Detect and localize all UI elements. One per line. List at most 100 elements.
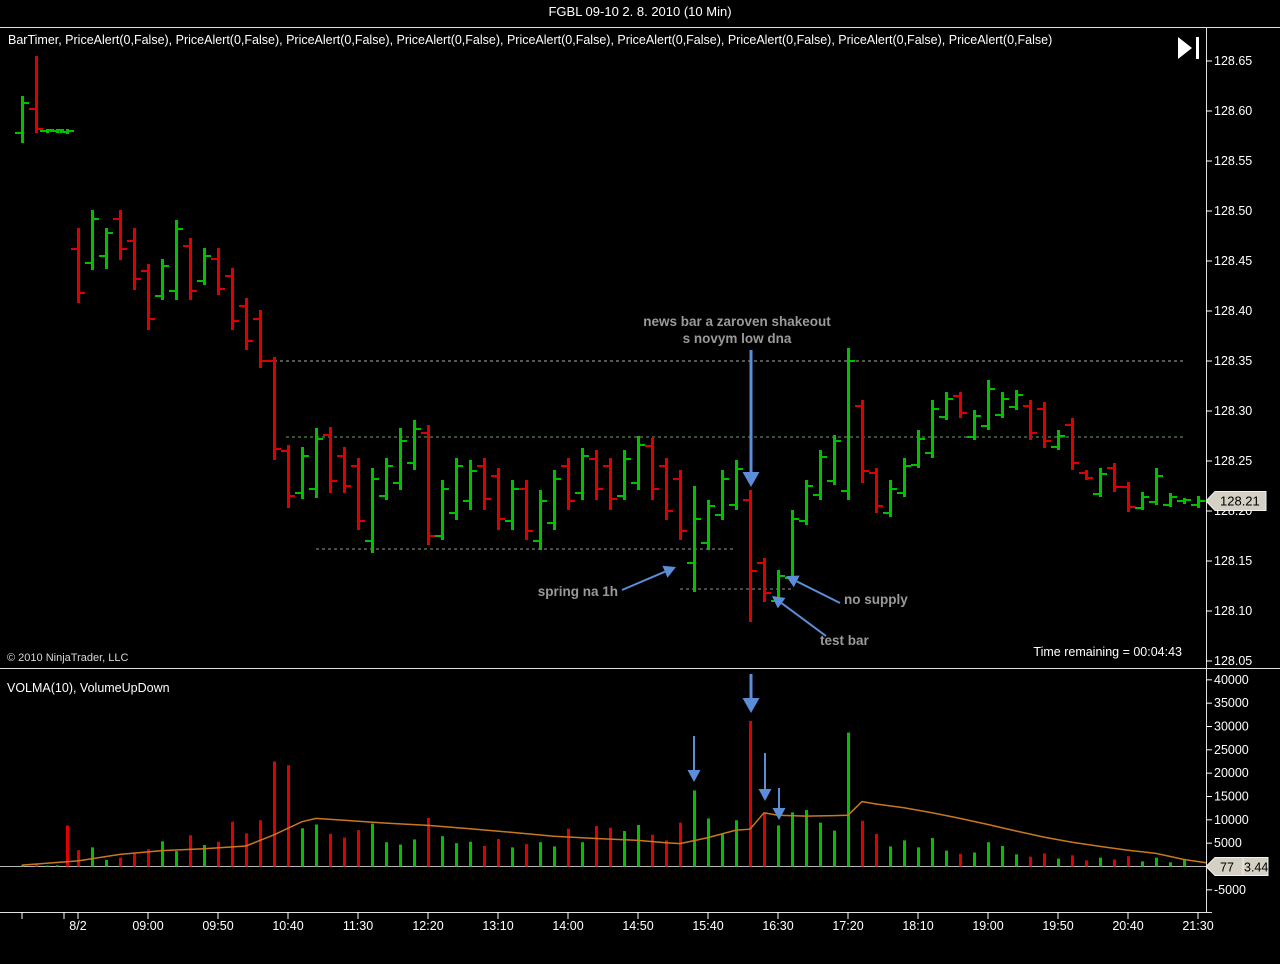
open-tick — [645, 445, 652, 447]
svg-text:11:30: 11:30 — [343, 919, 373, 933]
close-tick — [470, 470, 477, 472]
volume-bar — [735, 820, 738, 867]
close-tick — [134, 278, 141, 280]
close-tick — [610, 498, 617, 500]
ohlc-bar — [749, 490, 752, 622]
volume-bar — [455, 843, 458, 867]
open-tick — [1177, 500, 1184, 502]
volume-bar — [105, 859, 108, 867]
close-tick — [288, 495, 295, 497]
ohlc-bar — [959, 392, 962, 418]
open-tick — [435, 535, 442, 537]
volume-bar — [553, 846, 556, 867]
volume-bar — [315, 824, 318, 867]
svg-text:5000: 5000 — [1214, 836, 1242, 850]
svg-text:16:30: 16:30 — [762, 919, 793, 933]
close-tick — [792, 518, 799, 520]
close-tick — [498, 518, 505, 520]
open-tick — [659, 465, 666, 467]
open-tick — [379, 495, 386, 497]
open-tick — [267, 360, 274, 362]
close-tick — [1184, 499, 1191, 501]
volume-panel-indicator-label: VOLMA(10), VolumeUpDown — [7, 681, 170, 695]
open-tick — [99, 255, 106, 257]
play-to-end-button[interactable] — [1172, 36, 1204, 62]
volume-bar — [1141, 861, 1144, 867]
volume-bar — [637, 824, 640, 867]
open-tick — [169, 290, 176, 292]
ohlc-bar-series — [15, 56, 1205, 622]
volume-axis[interactable]: 40000 35000 30000 25000 20000 15000 10000 5000 -… — [1206, 673, 1249, 897]
volume-bar — [693, 790, 696, 867]
volume-bar — [287, 765, 290, 867]
open-tick — [1135, 507, 1142, 509]
level-lines — [262, 360, 1183, 590]
volume-bar — [427, 817, 430, 867]
ohlc-bar — [665, 458, 668, 520]
volume-bar — [973, 852, 976, 867]
time-axis[interactable]: 8/2 09:00 09:50 10:40 11:30 12:20 13:10 14:00 14… — [21, 912, 1214, 933]
close-tick — [120, 248, 127, 250]
close-tick — [1198, 500, 1205, 502]
volume-bar — [483, 845, 486, 867]
close-tick — [876, 505, 883, 507]
open-tick — [603, 465, 610, 467]
close-tick — [932, 408, 939, 410]
close-tick — [274, 448, 281, 450]
annotation-test-bar: test bar — [820, 633, 869, 648]
svg-text:77: 77 — [1220, 861, 1234, 875]
open-tick — [127, 240, 134, 242]
volume-bar — [1113, 859, 1116, 867]
svg-text:8/2: 8/2 — [69, 919, 86, 933]
close-tick — [358, 520, 365, 522]
volume-bar — [497, 838, 500, 867]
open-tick — [253, 318, 260, 320]
close-tick — [638, 444, 645, 446]
close-tick — [176, 228, 183, 230]
price-axis[interactable]: 128.65 128.60 128.55 128.50 128.45 128.40 128.… — [1206, 54, 1252, 668]
open-tick — [981, 425, 988, 427]
arrow-head-icon — [786, 575, 800, 588]
volume-bar — [203, 845, 206, 867]
annotation-news-line2: s novym low dna — [682, 331, 792, 346]
ohlc-bar — [637, 436, 640, 490]
volume-bar — [1071, 855, 1074, 867]
volume-bar-series — [21, 720, 1186, 867]
ohlc-bar — [931, 400, 934, 458]
volume-bar — [791, 812, 794, 867]
close-tick — [722, 478, 729, 480]
ohlc-bar — [329, 427, 332, 493]
open-tick — [1093, 493, 1100, 495]
open-tick — [1037, 408, 1044, 410]
volume-bar — [581, 842, 584, 867]
ohlc-bar — [315, 428, 318, 498]
svg-text:128.15: 128.15 — [1214, 554, 1252, 568]
volume-bar — [56, 865, 59, 867]
ohlc-bar — [539, 490, 542, 550]
annotation-spring: spring na 1h — [537, 584, 618, 599]
open-tick — [561, 465, 568, 467]
volume-bar — [987, 842, 990, 867]
ohlc-bar — [777, 570, 780, 605]
open-tick — [799, 520, 806, 522]
ohlc-bar — [203, 248, 206, 285]
volume-bar — [1127, 856, 1130, 867]
price-marker: 128.21 — [1205, 491, 1267, 511]
ohlc-bar — [1155, 468, 1158, 505]
volume-bar — [931, 838, 934, 867]
volume-bar — [959, 853, 962, 867]
open-tick — [617, 495, 624, 497]
open-tick — [407, 462, 414, 464]
ohlc-bar — [945, 392, 948, 420]
open-tick — [813, 494, 820, 496]
ohlc-bar — [1099, 468, 1102, 497]
volume-bar — [133, 852, 136, 867]
volume-bar — [777, 825, 780, 867]
volume-bar — [917, 847, 920, 867]
close-tick — [806, 485, 813, 487]
open-tick — [113, 218, 120, 220]
ohlc-bar — [119, 210, 122, 260]
arrow-head-icon — [742, 472, 760, 487]
